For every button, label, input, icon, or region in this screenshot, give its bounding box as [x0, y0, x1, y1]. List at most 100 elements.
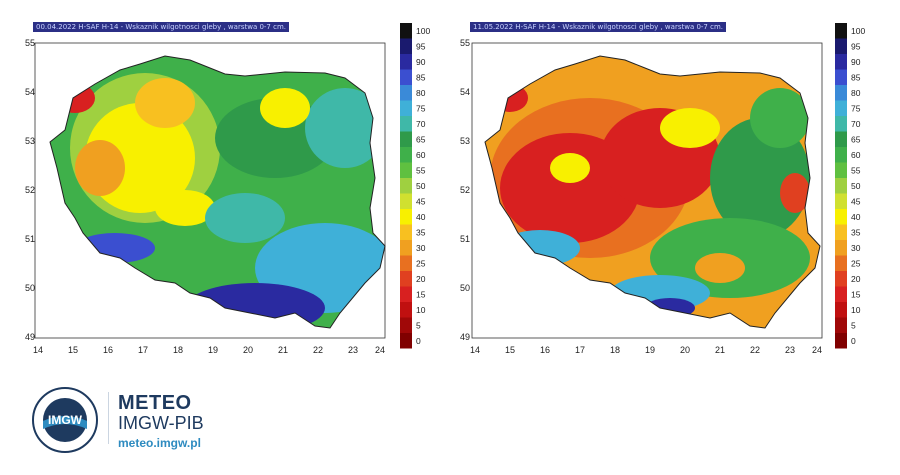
x-tick-label: 20 [243, 345, 253, 355]
colorbar-swatch [400, 69, 412, 85]
colorbar-label: 100 [851, 26, 865, 36]
map-title: 00.04.2022 H-SAF H-14 - Wskaznik wilgotn… [33, 22, 290, 32]
y-tick-label: 51 [460, 234, 470, 244]
colorbar-label: 100 [416, 26, 430, 36]
x-tick-label: 15 [68, 345, 78, 355]
colorbar-label: 75 [851, 104, 861, 114]
colorbar-swatch [835, 116, 847, 132]
colorbar-swatch [400, 23, 412, 39]
y-tick-label: 52 [460, 185, 470, 195]
country-border [484, 55, 821, 329]
colorbar-label: 80 [416, 88, 426, 98]
colorbar-label: 80 [851, 88, 861, 98]
map-plot-right: 55 54 53 52 51 50 49 14 15 16 17 18 19 2… [460, 23, 865, 355]
colorbar-swatch [835, 193, 847, 209]
colorbar-label: 5 [851, 321, 856, 331]
colorbar-label: 30 [416, 243, 426, 253]
colorbar-label: 35 [851, 228, 861, 238]
logo-text: IMGW [48, 413, 83, 427]
x-tick-label: 21 [715, 345, 725, 355]
x-tick-label: 14 [470, 345, 480, 355]
colorbar-label: 60 [416, 150, 426, 160]
colorbar-label: 95 [416, 42, 426, 52]
colorbar-swatch [400, 38, 412, 54]
x-tick-label: 17 [138, 345, 148, 355]
colorbar-swatch [400, 317, 412, 333]
y-tick-label: 50 [25, 283, 35, 293]
colorbar-label: 35 [416, 228, 426, 238]
y-tick-label: 49 [25, 332, 35, 342]
colorbar-swatch [400, 255, 412, 271]
colorbar-swatch [835, 38, 847, 54]
x-tick-label: 16 [540, 345, 550, 355]
colorbar-label: 5 [416, 321, 421, 331]
brand-subtitle: IMGW-PIB [118, 413, 204, 433]
colorbar-swatch [835, 271, 847, 287]
colorbar-label: 85 [416, 73, 426, 83]
x-tick-label: 19 [645, 345, 655, 355]
y-tick-label: 54 [460, 87, 470, 97]
x-tick-label: 24 [812, 345, 822, 355]
colorbar-label: 55 [416, 166, 426, 176]
colorbar-swatch [400, 116, 412, 132]
colorbar-label: 95 [851, 42, 861, 52]
colorbar-label: 40 [416, 212, 426, 222]
colorbar-swatch [835, 302, 847, 318]
colorbar-label: 65 [416, 135, 426, 145]
colorbar-label: 30 [851, 243, 861, 253]
y-tick-label: 52 [25, 185, 35, 195]
colorbar-swatch [400, 85, 412, 101]
colorbar-swatch [835, 209, 847, 225]
colorbar-label: 50 [416, 181, 426, 191]
colorbar-swatch [400, 224, 412, 240]
footer-divider [108, 392, 109, 444]
colorbar-swatch [400, 286, 412, 302]
x-tick-label: 24 [375, 345, 385, 355]
x-tick-label: 19 [208, 345, 218, 355]
colorbar-label: 50 [851, 181, 861, 191]
colorbar-swatch [835, 240, 847, 256]
map-title: 11.05.2022 H-SAF H-14 - Wskaznik wilgotn… [470, 22, 727, 32]
colorbar-label: 0 [416, 336, 421, 346]
brand-title: METEO [118, 392, 192, 414]
colorbar-label: 20 [851, 274, 861, 284]
colorbar-label: 15 [851, 290, 861, 300]
colorbar-swatch [400, 162, 412, 178]
colorbar: 1009590858075706560555045403530252015105… [400, 23, 430, 349]
x-tick-label: 18 [173, 345, 183, 355]
colorbar-swatch [400, 178, 412, 194]
x-tick-label: 23 [348, 345, 358, 355]
colorbar-label: 55 [851, 166, 861, 176]
colorbar-swatch [400, 131, 412, 147]
colorbar-swatch [835, 69, 847, 85]
x-tick-label: 14 [33, 345, 43, 355]
colorbar-label: 20 [416, 274, 426, 284]
x-tick-label: 18 [610, 345, 620, 355]
colorbar-label: 25 [851, 259, 861, 269]
colorbar-label: 90 [416, 57, 426, 67]
colorbar-swatch [400, 302, 412, 318]
y-tick-label: 55 [460, 38, 470, 48]
y-tick-label: 49 [460, 332, 470, 342]
x-tick-label: 15 [505, 345, 515, 355]
y-tick-label: 55 [25, 38, 35, 48]
colorbar-label: 75 [416, 104, 426, 114]
x-tick-label: 23 [785, 345, 795, 355]
colorbar-swatch [835, 224, 847, 240]
colorbar-label: 90 [851, 57, 861, 67]
moisture-field [485, 56, 820, 328]
colorbar-swatch [835, 178, 847, 194]
y-tick-label: 54 [25, 87, 35, 97]
colorbar-label: 65 [851, 135, 861, 145]
x-tick-label: 22 [750, 345, 760, 355]
brand-url-link[interactable]: meteo.imgw.pl [118, 436, 201, 450]
x-tick-label: 22 [313, 345, 323, 355]
colorbar-label: 45 [851, 197, 861, 207]
colorbar-swatch [835, 162, 847, 178]
colorbar-swatch [835, 54, 847, 70]
colorbar-label: 25 [416, 259, 426, 269]
colorbar-swatch [400, 147, 412, 163]
colorbar-label: 70 [851, 119, 861, 129]
y-axis-ticks: 55 54 53 52 51 50 49 [460, 38, 470, 342]
x-tick-label: 17 [575, 345, 585, 355]
